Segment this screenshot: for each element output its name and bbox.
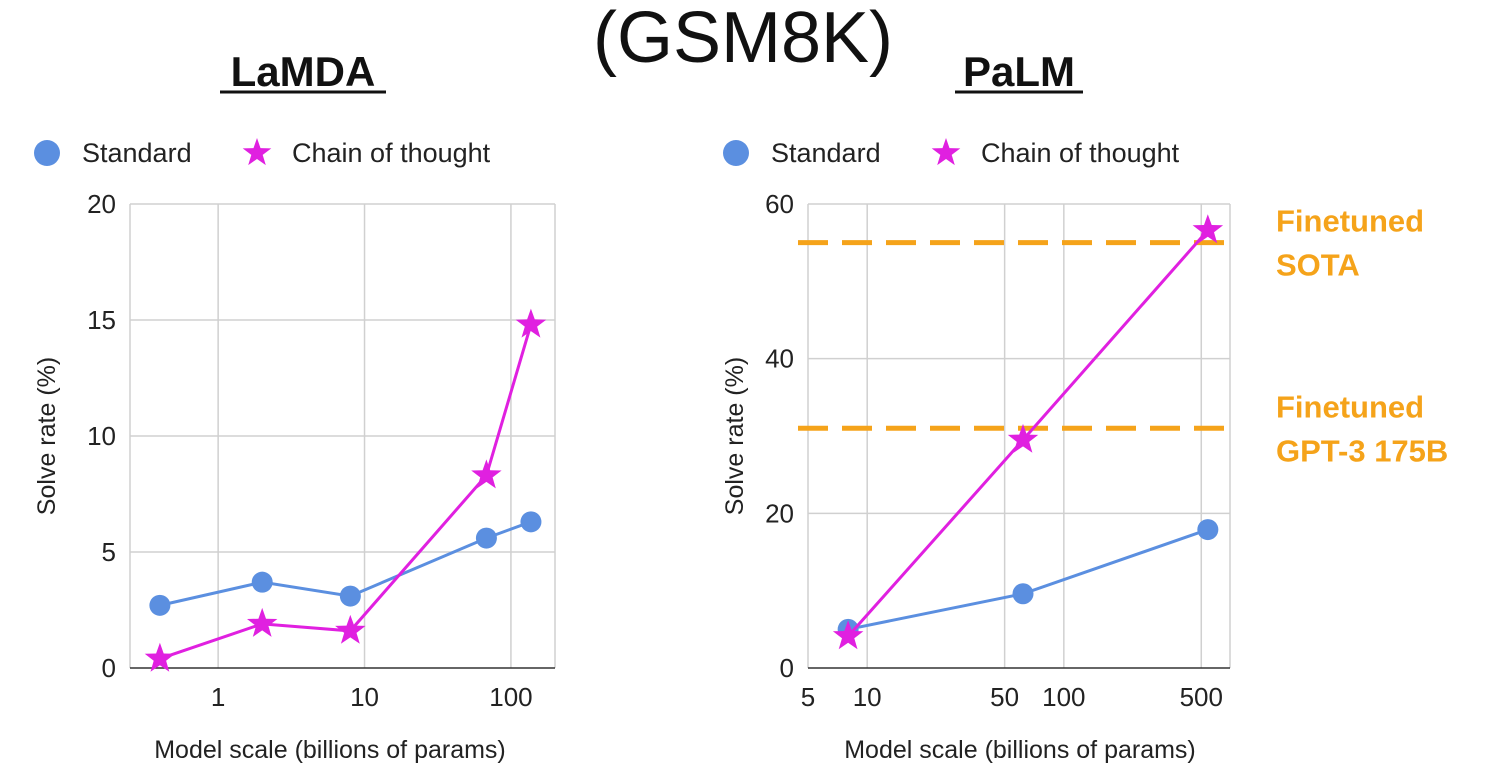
legend-circle-marker [723, 140, 749, 166]
x-axis-label: Model scale (billions of params) [844, 736, 1196, 764]
chain-of-thought-point [515, 308, 547, 338]
legend: Standard Chain of thought [723, 138, 1180, 168]
standard-point [1197, 519, 1219, 541]
x-tick-label: 5 [801, 682, 815, 712]
chain-of-thought-point [144, 642, 176, 672]
legend-star-marker [931, 138, 961, 166]
standard-point [475, 527, 497, 549]
y-tick-label: 40 [765, 344, 794, 374]
reference-label: GPT-3 175B [1276, 433, 1448, 468]
legend-star-marker [242, 138, 272, 166]
x-tick-label: 10 [350, 682, 379, 712]
standard-point [149, 594, 171, 616]
chain-of-thought-point [1007, 423, 1039, 453]
y-tick-label: 15 [87, 305, 116, 335]
reference-label: SOTA [1276, 248, 1360, 283]
series-line-standard [847, 528, 1209, 631]
chart-palm: PaLM Standard Chain of thought 0 20 40 60 5 10 50… [721, 48, 1448, 764]
standard-point [251, 571, 273, 593]
chain-of-thought-point [247, 607, 278, 637]
chart-title: PaLM [963, 48, 1075, 95]
standard-point [1012, 583, 1034, 605]
series-line-chain-of-thought [159, 324, 533, 661]
y-tick-label: 10 [87, 421, 116, 451]
chain-of-thought-point [832, 620, 864, 650]
x-tick-label: 500 [1180, 682, 1223, 712]
reference-label: Finetuned [1276, 204, 1424, 239]
chain-of-thought-point [1192, 214, 1224, 244]
chart-lamda: LaMDA Standard Chain of thought 0 5 10 15 20 1 10… [33, 48, 556, 764]
standard-point [520, 511, 542, 533]
chain-of-thought-point [335, 614, 366, 644]
x-tick-label: 100 [489, 682, 532, 712]
y-axis-label: Solve rate (%) [721, 357, 749, 515]
legend: Standard Chain of thought [34, 138, 491, 168]
y-axis-label: Solve rate (%) [33, 357, 61, 515]
chart-title: LaMDA [231, 48, 376, 95]
y-tick-label: 5 [102, 537, 116, 567]
series-line-chain-of-thought [846, 229, 1209, 638]
chain-of-thought-point [471, 459, 502, 489]
legend-label: Standard [771, 138, 881, 168]
x-axis-label: Model scale (billions of params) [154, 736, 506, 764]
figure-title: (GSM8K) [592, 0, 894, 78]
legend-circle-marker [34, 140, 60, 166]
y-tick-label: 20 [87, 189, 116, 219]
y-tick-label: 20 [765, 498, 794, 528]
y-tick-label: 60 [765, 189, 794, 219]
x-tick-label: 50 [990, 682, 1019, 712]
x-tick-label: 10 [853, 682, 882, 712]
standard-point [339, 585, 361, 607]
legend-label: Chain of thought [981, 138, 1180, 168]
x-tick-label: 100 [1042, 682, 1085, 712]
legend-label: Standard [82, 138, 192, 168]
x-tick-label: 1 [211, 682, 225, 712]
y-tick-label: 0 [780, 653, 794, 683]
reference-label: Finetuned [1276, 389, 1424, 424]
y-tick-label: 0 [102, 653, 116, 683]
legend-label: Chain of thought [292, 138, 491, 168]
